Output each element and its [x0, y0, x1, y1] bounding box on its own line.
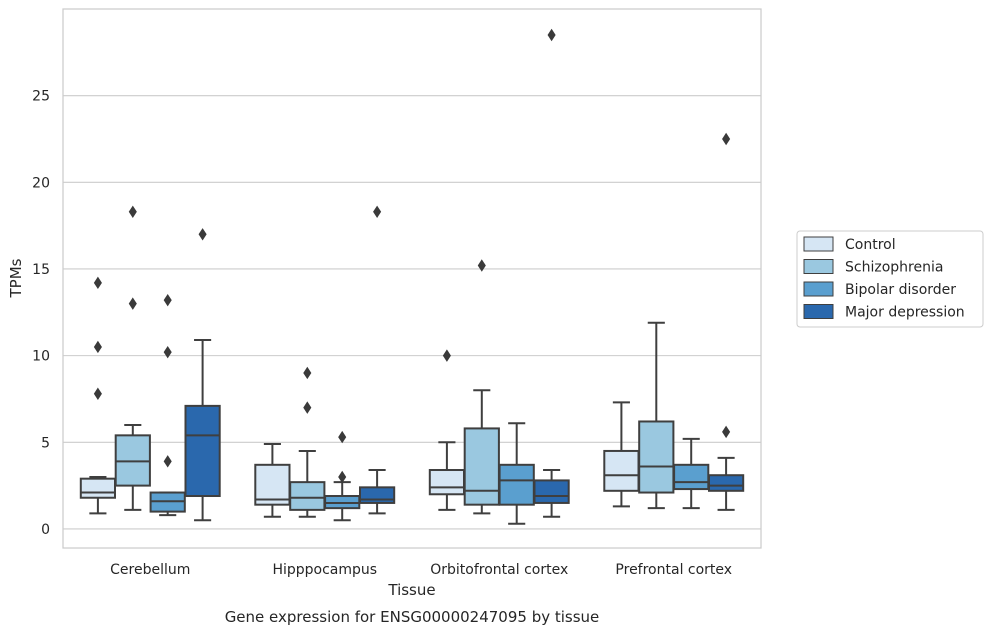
outlier-point — [303, 401, 312, 414]
box — [289, 481, 326, 511]
legend-swatch — [803, 259, 834, 274]
legend-label: Bipolar disorder — [845, 282, 956, 298]
legend-label: Major depression — [845, 305, 965, 321]
legend-label: Control — [845, 237, 896, 253]
box-group — [603, 401, 640, 508]
outlier-point — [93, 276, 102, 290]
figure-caption: Gene expression for ENSG00000247095 by t… — [225, 608, 600, 626]
box — [707, 474, 745, 492]
outlier-point — [163, 345, 172, 359]
box-group — [638, 321, 675, 510]
box — [638, 420, 675, 494]
box — [184, 404, 221, 498]
outlier-point — [547, 28, 556, 42]
x-tick-label: Hipppocampus — [272, 562, 377, 578]
y-tick-label: 5 — [41, 435, 50, 451]
boxes — [79, 28, 745, 525]
plot-frame — [62, 8, 762, 549]
box — [533, 479, 570, 504]
legend-swatch — [803, 281, 834, 297]
box — [498, 463, 535, 506]
box-group — [533, 28, 570, 518]
box-group — [114, 205, 151, 511]
box-group — [184, 228, 221, 522]
legend-frame — [796, 230, 984, 328]
x-axis-label: Tissue — [387, 581, 435, 599]
outlier-point — [722, 425, 731, 439]
y-tick-label: 25 — [32, 89, 50, 105]
box-group — [358, 205, 396, 515]
outlier-point — [338, 470, 347, 484]
outlier-point — [93, 340, 102, 354]
x-tick-label: Cerebellum — [110, 562, 190, 578]
outlier-point — [93, 387, 102, 400]
legend-label: Schizophrenia — [845, 260, 943, 276]
box-group — [254, 443, 291, 518]
outlier-point — [303, 366, 312, 380]
box — [673, 463, 710, 491]
legend: Control Schizophrenia Bipolar disorder Majo… — [796, 230, 984, 328]
outlier-point — [373, 205, 382, 218]
grid-lines — [63, 95, 761, 530]
y-tick-label: 15 — [32, 262, 50, 278]
x-tick-label: Orbitofrontal cortex — [430, 562, 568, 578]
outlier-point — [128, 297, 137, 310]
box — [358, 486, 396, 504]
box-group — [149, 293, 186, 517]
outlier-point — [163, 293, 172, 307]
box — [254, 463, 291, 506]
box — [428, 469, 466, 496]
y-tick-labels: 0 5 10 15 20 25 — [32, 89, 50, 538]
box — [463, 427, 500, 506]
outlier-point — [477, 259, 486, 272]
box — [603, 449, 640, 492]
box-group — [707, 132, 745, 511]
y-tick-label: 10 — [32, 349, 50, 365]
legend-swatch — [803, 236, 834, 252]
outlier-point — [442, 349, 451, 362]
outlier-point — [163, 455, 172, 468]
box-group — [289, 366, 326, 518]
box-group — [463, 259, 500, 515]
box-group — [673, 437, 710, 510]
outlier-point — [198, 228, 207, 241]
y-tick-label: 0 — [41, 522, 50, 538]
y-tick-label: 20 — [32, 175, 50, 191]
box-group — [79, 276, 117, 515]
outlier-point — [722, 132, 731, 146]
y-axis-label: TPMs — [7, 258, 25, 298]
box-group — [498, 422, 535, 525]
box — [79, 477, 117, 499]
outlier-point — [128, 205, 137, 218]
legend-swatch — [803, 304, 834, 319]
x-tick-label: Prefrontal cortex — [615, 562, 732, 578]
x-tick-labels: Cerebellum Hipppocampus Orbitofrontal cort… — [110, 562, 732, 578]
outlier-point — [338, 430, 347, 444]
